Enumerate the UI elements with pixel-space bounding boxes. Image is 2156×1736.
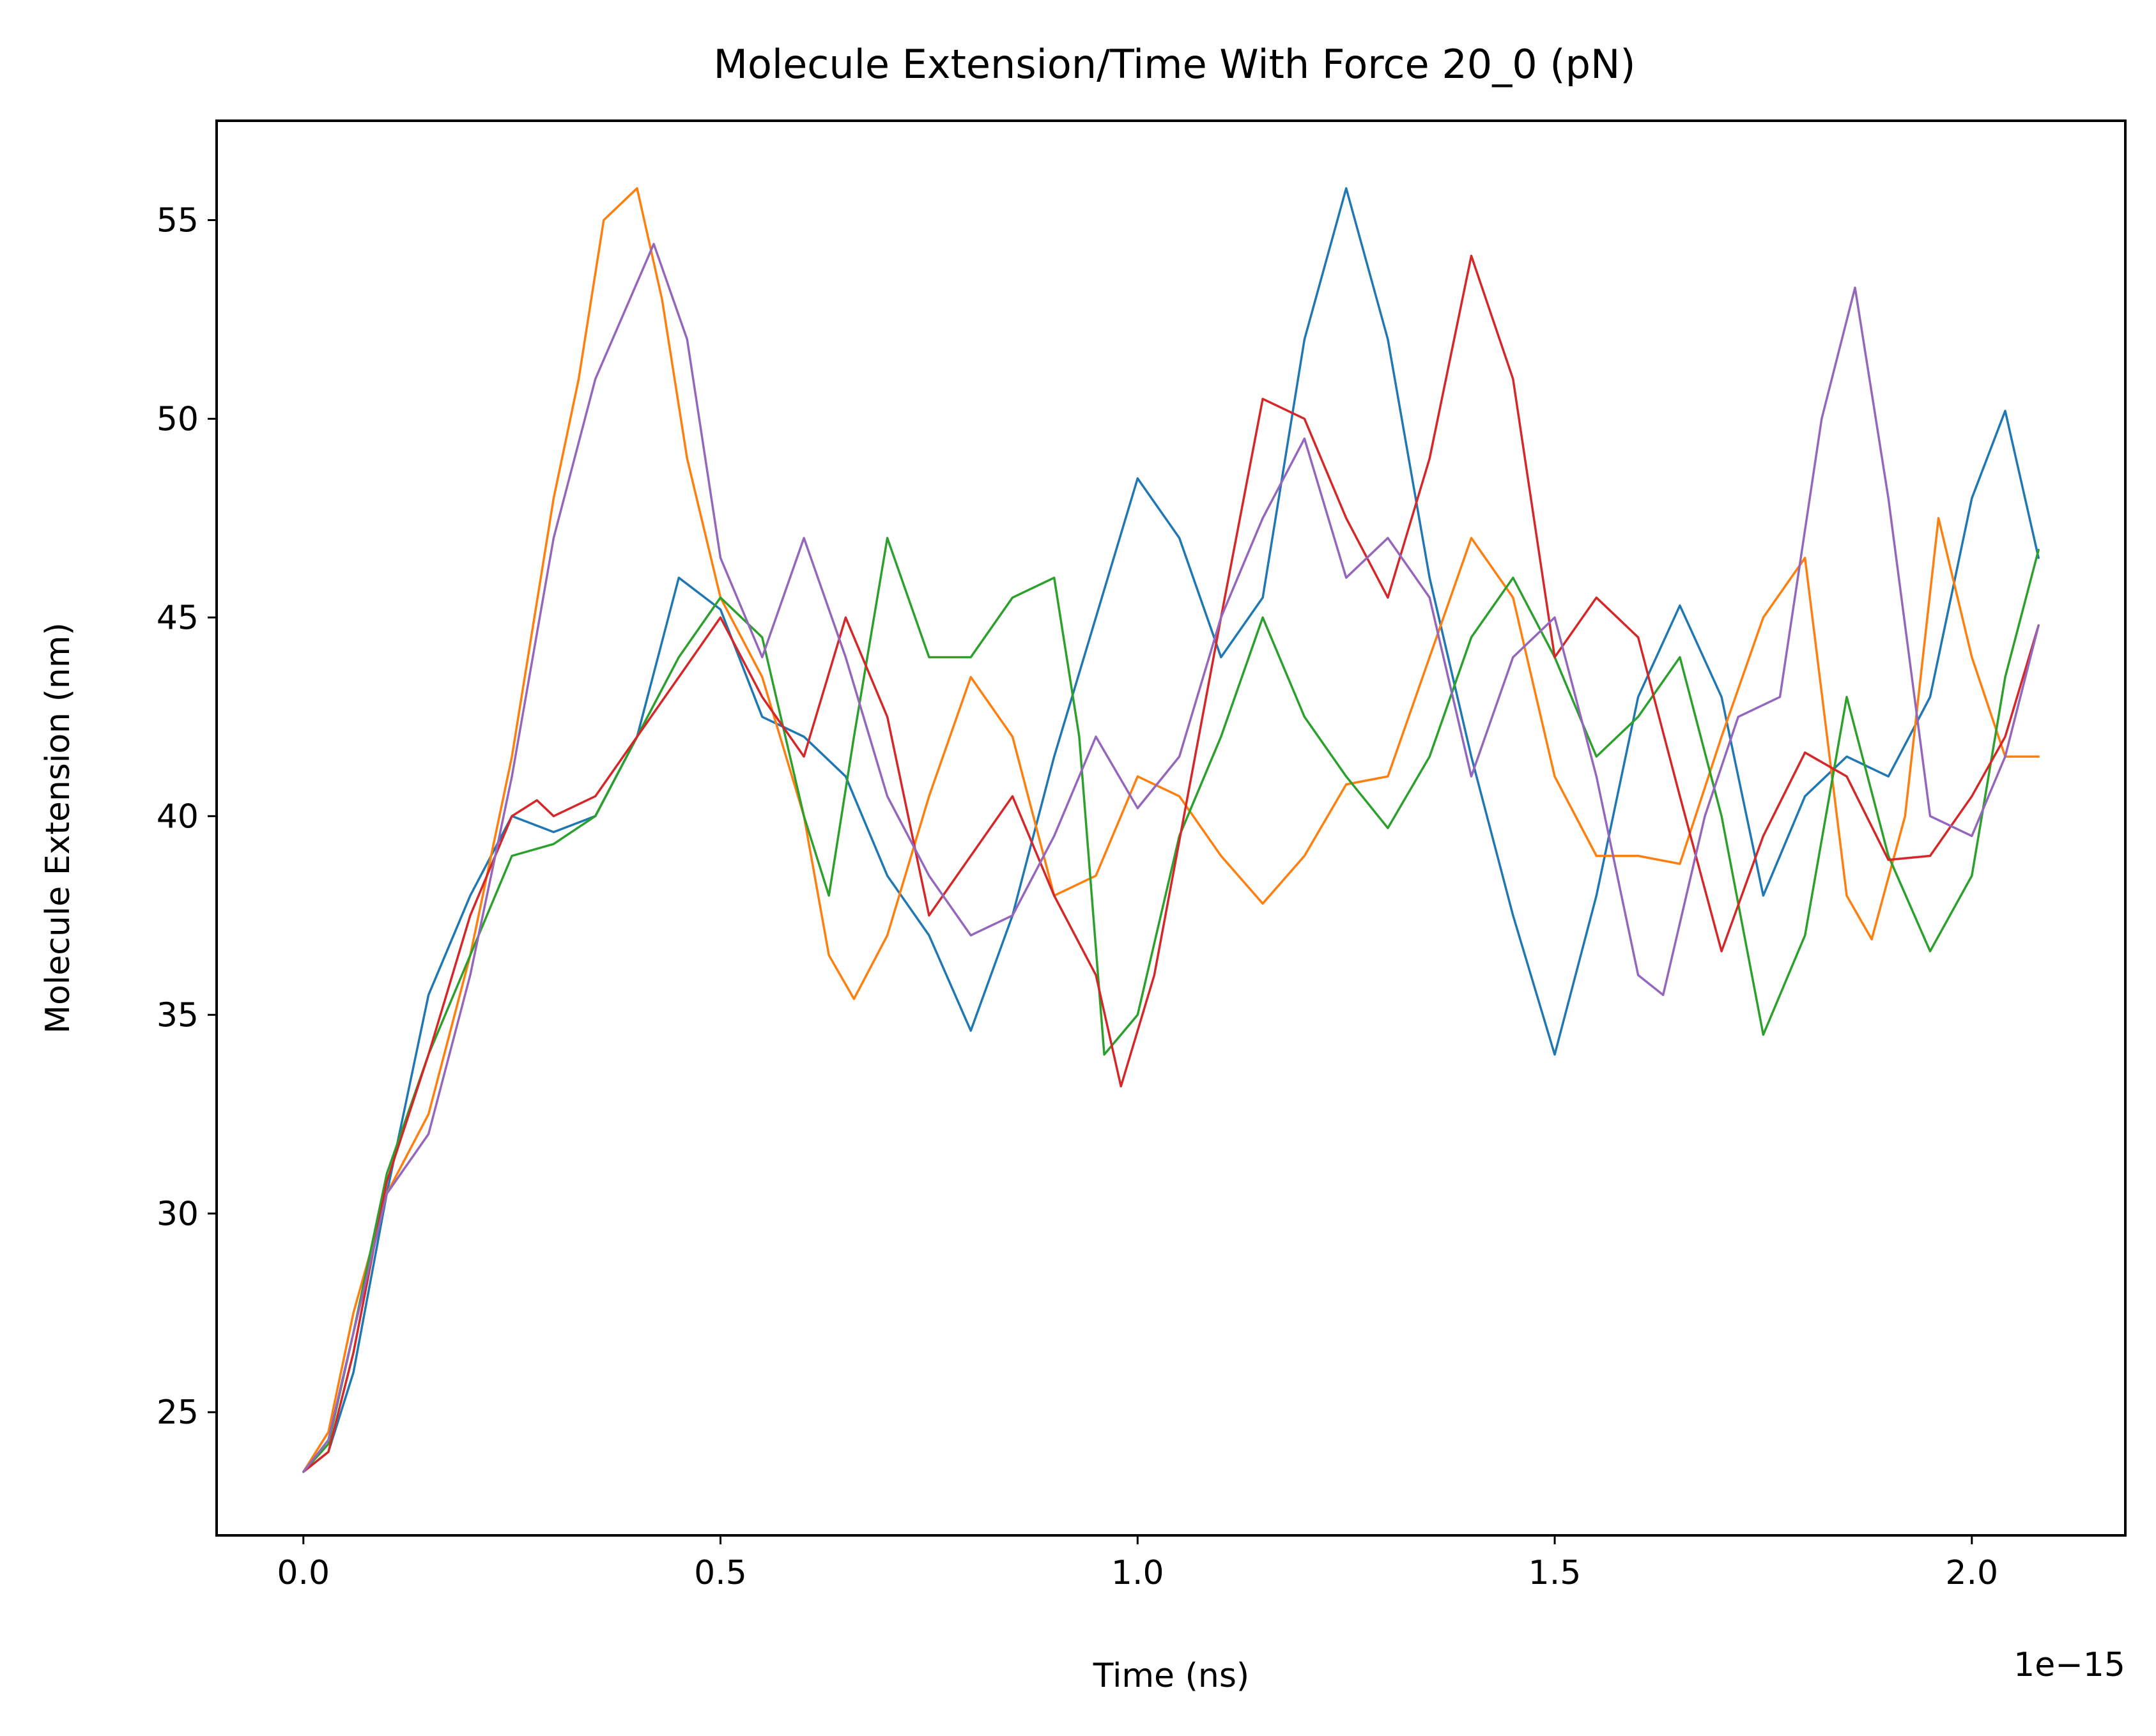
x-axis-ticks: 0.0 0.5 1.0 1.5 2.0 [277, 1535, 1998, 1592]
x-tick-label: 0.5 [694, 1554, 747, 1592]
y-tick-label: 25 [157, 1394, 199, 1432]
series-line-1 [302, 187, 2040, 1473]
series-line-4 [302, 254, 2040, 1473]
y-tick-label: 35 [157, 996, 199, 1034]
x-axis-label: Time (ns) [1093, 1657, 1249, 1695]
y-tick-label: 55 [157, 201, 199, 240]
plot-frame [215, 119, 2127, 1537]
y-tick-label: 50 [157, 400, 199, 438]
x-tick-label: 1.5 [1528, 1554, 1582, 1592]
series-line-5 [302, 243, 2040, 1473]
x-tick-label: 0.0 [277, 1554, 330, 1592]
y-axis-ticks: 25 30 35 40 45 50 55 [157, 201, 217, 1432]
x-axis-offset-label: 1e−15 [2014, 1646, 2125, 1684]
chart-title: Molecule Extension/Time With Force 20_0 … [713, 41, 1635, 88]
x-tick-label: 1.0 [1111, 1554, 1164, 1592]
y-tick-label: 45 [157, 599, 199, 637]
x-tick-label: 2.0 [1945, 1554, 1998, 1592]
series-layer [302, 187, 2040, 1473]
series-line-2 [302, 187, 2040, 1473]
y-tick-label: 40 [157, 797, 199, 836]
y-axis-label: Molecule Extension (nm) [39, 622, 77, 1034]
y-tick-label: 30 [157, 1195, 199, 1233]
series-line-3 [302, 537, 2040, 1473]
